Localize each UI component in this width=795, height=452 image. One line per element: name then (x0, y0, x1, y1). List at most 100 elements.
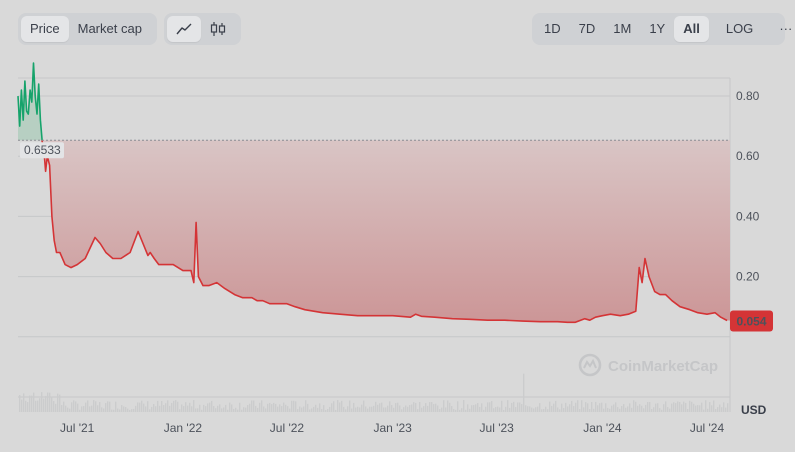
range-1y[interactable]: 1Y (649, 21, 666, 36)
volume-bar (81, 406, 83, 412)
volume-bar (243, 407, 245, 412)
volume-bar (641, 405, 643, 412)
volume-bar (335, 409, 337, 412)
coinmarketcap-logo-icon (578, 353, 602, 377)
volume-bar (629, 403, 631, 412)
volume-bar (21, 399, 23, 412)
volume-bar (553, 403, 555, 412)
reference-label: 0.6533 (24, 143, 61, 157)
price-tab[interactable]: Price (21, 16, 69, 42)
range-1m[interactable]: 1M (613, 21, 632, 36)
area-fill-above (18, 63, 43, 141)
volume-bar (317, 407, 319, 412)
currency-label: USD (741, 403, 767, 417)
volume-bar (571, 400, 573, 412)
y-tick-label: 0.40 (736, 209, 760, 223)
volume-bar (539, 403, 541, 412)
volume-bar (145, 406, 147, 412)
x-tick-label: Jan '22 (164, 421, 203, 435)
volume-bar (213, 406, 215, 412)
y-tick-label: 0.60 (736, 149, 760, 163)
volume-bar (545, 406, 547, 412)
volume-bar (541, 409, 543, 412)
volume-bar (315, 404, 317, 412)
volume-bar (487, 402, 489, 412)
volume-bar (627, 406, 629, 412)
volume-bar (577, 400, 579, 412)
volume-bar (65, 405, 67, 412)
volume-bar (621, 406, 623, 412)
volume-bar (299, 406, 301, 412)
volume-bar (643, 408, 645, 412)
volume-bar (375, 401, 377, 412)
volume-bar (387, 405, 389, 412)
volume-bar (479, 406, 481, 412)
more-options-button[interactable]: ··· (779, 21, 793, 36)
volume-bar (701, 402, 703, 412)
volume-bar (429, 402, 431, 412)
volume-bar (713, 400, 715, 412)
volume-bar (611, 405, 613, 412)
volume-bar (61, 405, 63, 412)
volume-bar (211, 400, 213, 412)
candlestick-button[interactable] (201, 16, 235, 42)
volume-bar (217, 405, 219, 412)
volume-bar (425, 403, 427, 412)
volume-bar (241, 409, 243, 412)
volume-bar (113, 409, 115, 412)
volume-bar (149, 409, 151, 412)
volume-bar (691, 401, 693, 412)
volume-bar (679, 402, 681, 412)
volume-bar (127, 408, 129, 412)
volume-bar (111, 409, 113, 412)
line-chart-icon (176, 23, 192, 35)
volume-bar (559, 409, 561, 412)
volume-bar (97, 405, 99, 412)
volume-bar (597, 405, 599, 412)
volume-bar (349, 400, 351, 412)
volume-bar (35, 400, 37, 412)
volume-bar (527, 406, 529, 412)
volume-bar (617, 407, 619, 412)
volume-bar (663, 404, 665, 412)
volume-bar (673, 402, 675, 412)
volume-bar (215, 408, 217, 412)
volume-bar (565, 402, 567, 412)
volume-bar (561, 403, 563, 412)
volume-bar (357, 406, 359, 412)
volume-bar (271, 404, 273, 412)
volume-bar (101, 407, 103, 412)
volume-bar (599, 403, 601, 412)
volume-bar (289, 408, 291, 412)
volume-bar (421, 407, 423, 412)
volume-bar (189, 402, 191, 412)
volume-bar (223, 407, 225, 412)
volume-bar (399, 405, 401, 412)
volume-bar (369, 406, 371, 412)
range-selector: 1D 7D 1M 1Y All LOG ··· (532, 13, 792, 45)
volume-bar (233, 408, 235, 412)
volume-bar (231, 404, 233, 412)
volume-bar (163, 405, 165, 412)
market-cap-tab[interactable]: Market cap (77, 21, 142, 36)
volume-bar (341, 400, 343, 412)
volume-bar (517, 402, 519, 412)
range-1d[interactable]: 1D (544, 21, 561, 36)
range-all[interactable]: All (674, 16, 709, 42)
volume-bar (33, 392, 35, 412)
volume-bar (159, 405, 161, 412)
volume-bar (727, 403, 729, 412)
range-7d[interactable]: 7D (578, 21, 596, 36)
volume-bar (75, 401, 77, 412)
log-scale-toggle[interactable]: LOG (725, 21, 754, 36)
volume-bar (473, 405, 475, 412)
volume-bar (93, 400, 95, 412)
volume-bar (47, 392, 49, 412)
x-tick-label: Jul '22 (270, 421, 305, 435)
volume-bar (659, 408, 661, 412)
volume-bar (601, 402, 603, 412)
volume-bar (495, 407, 497, 412)
line-chart-button[interactable] (167, 16, 201, 42)
volume-bar (239, 402, 241, 412)
